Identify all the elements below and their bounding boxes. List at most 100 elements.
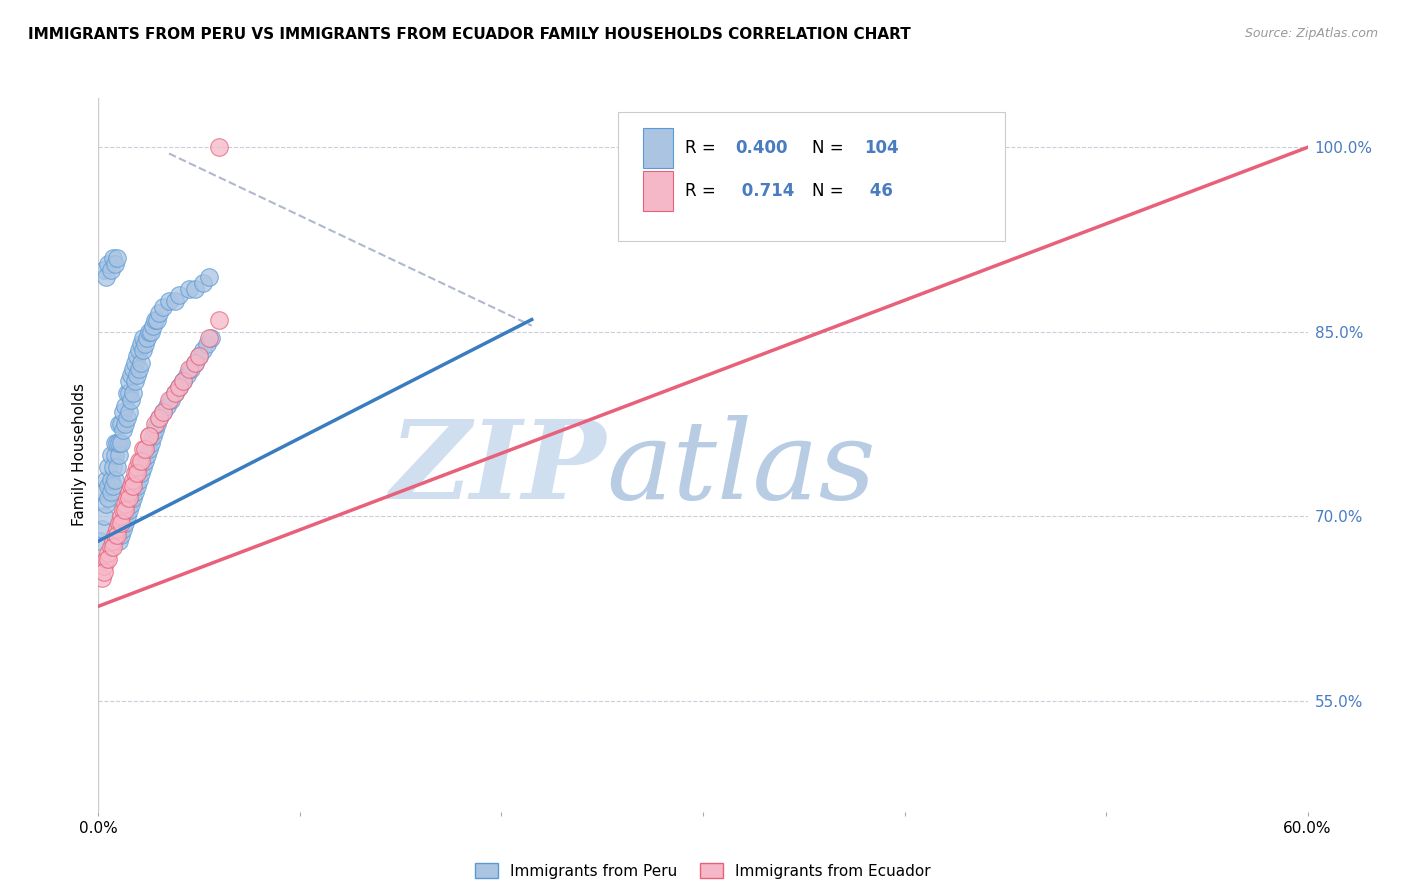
Point xyxy=(125,460,148,475)
Point xyxy=(110,528,132,542)
Point xyxy=(96,552,118,566)
Point xyxy=(120,497,142,511)
Point xyxy=(110,417,132,432)
Point xyxy=(107,417,129,432)
Point xyxy=(146,417,169,432)
Point xyxy=(121,361,143,376)
Point xyxy=(156,399,179,413)
Point xyxy=(100,484,122,499)
Point xyxy=(114,503,136,517)
Point xyxy=(135,331,157,345)
Point xyxy=(124,484,146,499)
Point xyxy=(208,140,231,154)
Point xyxy=(121,478,143,492)
Point xyxy=(97,478,120,492)
Text: ZIP: ZIP xyxy=(389,416,606,523)
Point xyxy=(142,318,165,333)
Text: 0.400: 0.400 xyxy=(735,139,789,157)
Point xyxy=(148,411,170,425)
Point xyxy=(93,509,115,524)
Point xyxy=(132,343,155,358)
Point xyxy=(105,460,128,475)
Point xyxy=(139,325,162,339)
Point xyxy=(125,368,148,382)
Point xyxy=(129,454,152,468)
Point xyxy=(107,448,129,462)
Point xyxy=(129,337,152,351)
Point xyxy=(121,386,143,401)
Point xyxy=(115,491,138,505)
Point xyxy=(135,448,157,462)
Point xyxy=(125,478,148,492)
Point xyxy=(114,399,136,413)
Point xyxy=(101,540,124,554)
Point xyxy=(180,361,202,376)
Point xyxy=(172,374,194,388)
Point xyxy=(114,417,136,432)
Point xyxy=(105,251,128,265)
Point xyxy=(148,306,170,320)
Text: atlas: atlas xyxy=(606,416,876,523)
Point xyxy=(103,473,125,487)
Point xyxy=(125,467,148,481)
Point xyxy=(176,368,198,382)
Point xyxy=(118,491,141,505)
Point xyxy=(167,380,190,394)
Point xyxy=(167,288,190,302)
Point xyxy=(152,300,174,314)
Point xyxy=(134,454,156,468)
Point xyxy=(100,473,122,487)
Point xyxy=(138,429,160,443)
Point xyxy=(134,337,156,351)
Y-axis label: Family Households: Family Households xyxy=(72,384,87,526)
Point xyxy=(103,528,125,542)
Point xyxy=(138,442,160,456)
Point xyxy=(146,312,169,326)
Point xyxy=(163,386,186,401)
Point xyxy=(96,473,118,487)
Point xyxy=(118,374,141,388)
Point xyxy=(163,294,186,309)
Point xyxy=(101,534,124,549)
Point xyxy=(198,331,221,345)
Point xyxy=(97,552,120,566)
Point xyxy=(124,374,146,388)
Point xyxy=(96,269,118,284)
Point xyxy=(184,356,207,370)
Point xyxy=(132,331,155,345)
Point xyxy=(163,386,186,401)
Point xyxy=(103,257,125,271)
Point xyxy=(111,423,134,437)
Point xyxy=(110,435,132,450)
Point xyxy=(167,380,190,394)
Point xyxy=(143,423,166,437)
Point xyxy=(103,435,125,450)
Point xyxy=(97,257,120,271)
Point xyxy=(134,442,156,456)
Point xyxy=(93,565,115,579)
Point xyxy=(107,534,129,549)
Point xyxy=(100,263,122,277)
Point xyxy=(105,435,128,450)
Point xyxy=(105,522,128,536)
Point xyxy=(120,478,142,492)
Point xyxy=(128,343,150,358)
Point xyxy=(101,478,124,492)
Point xyxy=(179,361,201,376)
FancyBboxPatch shape xyxy=(643,171,673,211)
Point xyxy=(193,276,215,290)
Point xyxy=(128,361,150,376)
Point xyxy=(152,405,174,419)
FancyBboxPatch shape xyxy=(643,128,673,168)
Point xyxy=(97,491,120,505)
Point xyxy=(93,484,115,499)
Point xyxy=(184,356,207,370)
Point xyxy=(208,312,231,326)
Point xyxy=(101,251,124,265)
Point xyxy=(152,405,174,419)
Point xyxy=(110,516,132,530)
Text: N =: N = xyxy=(811,139,849,157)
Point xyxy=(121,491,143,505)
Point xyxy=(101,460,124,475)
Point xyxy=(188,350,211,364)
